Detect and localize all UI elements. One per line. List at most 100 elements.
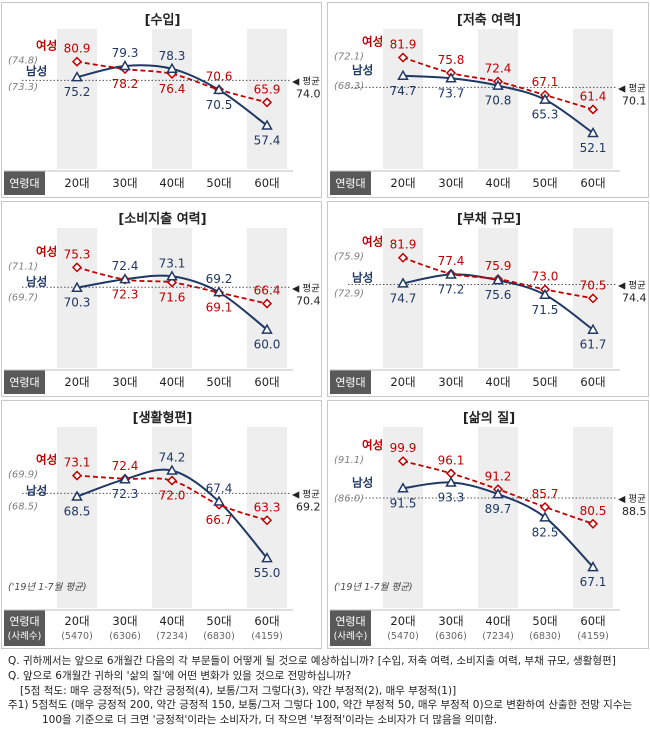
male-point [166,62,178,74]
category-label: 60대 [254,375,279,389]
category-label: 50대 [532,375,557,389]
male-value-label: 52.1 [580,141,607,155]
female-value-label: 75.9 [485,259,512,273]
category-label: 60대 [254,614,279,628]
category-label: 20대 [64,176,89,190]
chart-title: [삶의 질] [463,410,515,426]
column-band [152,29,192,169]
female-value-label: 69.1 [206,301,233,315]
chart-panel-4: [부채 규모] ◀ 평균 74.4 81.9 77.4 75.9 73.0 70.5 74.7 7… [327,201,649,397]
row-header-label: 연령대 [335,376,365,389]
category-count: (7234) [156,631,188,642]
column-band [152,427,192,608]
male-point [587,561,599,572]
male-point [261,323,273,334]
chart-panel-2: [저축 여력] ◀ 평균 70.1 81.9 75.8 72.4 67.1 61.4 74.7 7… [327,2,649,198]
column-band [247,228,287,368]
male-value-label: 73.1 [159,256,186,270]
male-point [261,552,273,563]
male-point [492,79,504,90]
row-header-label: 연령대 [335,177,365,190]
female-series-label: 여성 [36,453,57,467]
male-point [397,277,409,288]
average-label: ◀ 평균 [618,83,646,94]
category-label: 60대 [254,176,279,190]
male-point [166,464,178,475]
female-value-label: 80.5 [580,504,607,518]
category-label: 40대 [159,614,184,628]
female-point [71,262,83,273]
category-label: 30대 [438,614,463,628]
row-header-sublabel: (사례수) [8,631,42,642]
male-value-label: 71.5 [532,303,559,317]
female-point [71,470,83,481]
column-band [383,228,423,368]
category-count: (4159) [577,631,609,642]
male-value-label: 74.7 [390,84,417,98]
male-point [397,482,409,493]
female-point [397,252,409,263]
average-value: 74.0 [296,87,321,100]
male-prior-avg: (68.3) [334,81,364,92]
male-point [119,473,131,484]
male-point [587,323,599,334]
column-band [57,427,97,608]
row-header-bg [4,370,45,394]
period-note: ('19년 1-7월 평균) [334,582,413,593]
male-value-label: 57.4 [254,133,281,147]
male-value-label: 69.2 [206,272,233,286]
female-value-label: 75.3 [64,247,91,261]
female-point [587,293,599,304]
category-label: 40대 [159,375,184,389]
column-band [57,29,97,169]
female-value-label: 73.1 [64,456,91,470]
male-value-label: 68.5 [64,505,91,519]
female-value-label: 76.4 [159,82,186,96]
average-value: 70.1 [622,94,647,107]
chart-title: [생활형편] [133,410,193,426]
male-prior-avg: (69.7) [8,293,38,304]
category-label: 40대 [485,614,510,628]
female-line [76,60,268,104]
male-point [445,476,457,487]
female-line [76,474,268,522]
column-band [573,29,613,169]
female-value-label: 78.2 [112,77,139,91]
category-label: 20대 [64,614,89,628]
male-point [539,93,551,104]
average-label: ◀ 평균 [618,494,646,505]
male-prior-avg: (72.9) [334,288,364,299]
male-value-label: 61.7 [580,338,607,352]
category-label: 20대 [64,375,89,389]
male-value-label: 60.0 [254,338,281,352]
category-label: 20대 [390,375,415,389]
male-value-label: 70.3 [64,296,91,310]
male-value-label: 75.6 [485,288,512,302]
category-label: 50대 [206,375,231,389]
male-point [71,71,83,82]
category-count: (6306) [109,631,141,642]
male-series-label: 남성 [26,484,47,498]
note-scale: [5점 척도: 매우 긍정적(5), 약간 긍정적(4), 보통/그저 그렇다(… [20,684,457,697]
male-prior-avg: (73.3) [8,82,38,93]
category-count: (5470) [387,631,419,642]
male-value-label: 67.1 [580,575,607,589]
category-label: 60대 [580,614,605,628]
female-value-label: 66.4 [254,284,281,298]
chart-panel-1: [수입] ◀ 평균 74.0 80.9 78.2 76.4 70.6 65.9 75.2 79.3… [1,2,322,198]
female-value-label: 72.0 [159,489,186,503]
female-series-label: 여성 [362,35,383,49]
row-header-bg [330,370,371,394]
note-1: 주1) 5점척도 (매우 긍정적 200, 약간 긍정적 150, 보통/그저 … [8,699,633,712]
female-point [261,515,273,526]
row-header-label: 연령대 [9,615,39,628]
male-point [539,511,551,522]
male-value-label: 67.4 [206,482,233,496]
average-label: ◀ 평균 [618,280,646,291]
female-value-label: 75.8 [438,53,465,67]
category-label: 40대 [485,176,510,190]
female-value-label: 80.9 [64,42,91,56]
male-point [492,274,504,285]
male-point [71,490,83,501]
